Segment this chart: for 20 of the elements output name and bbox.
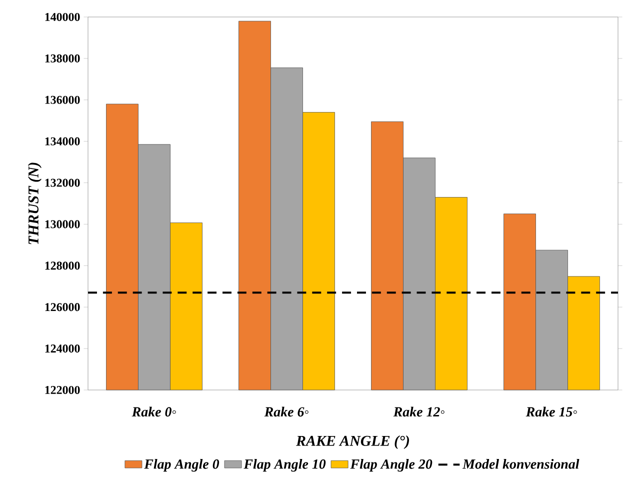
y-tick-label: 132000 [45,178,80,187]
y-axis-title: THRUST (N) [28,162,42,244]
y-tick-label: 126000 [45,303,80,312]
y-tick-label: 122000 [45,386,80,394]
y-tick-label: 134000 [45,137,80,146]
y-tick-label: 138000 [45,54,80,62]
y-tick-label: 124000 [45,344,80,353]
legend-label: Flap Angle 10 [244,458,326,472]
legend-label: Flap Angle 20 [350,458,432,472]
x-tick-label: Rake 6◦ [264,406,308,417]
x-tick-label: Rake 12◦ [393,406,444,417]
y-tick-label: 130000 [45,220,80,228]
legend-label: Flap Angle 0 [144,458,220,472]
x-axis-title: RAKE ANGLE (°) [296,435,409,449]
y-tick-label: 136000 [45,96,80,104]
y-tick-label: 140000 [45,12,80,22]
y-tick-label: 128000 [45,262,80,270]
legend-label: Model konvensional [462,458,580,469]
x-tick-label: Rake 0◦ [132,406,176,417]
x-tick-label: Rake 15◦ [526,406,577,417]
